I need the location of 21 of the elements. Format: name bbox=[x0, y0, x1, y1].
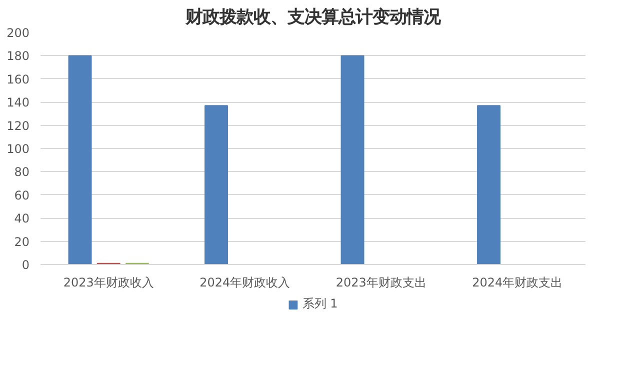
x-tick-label: 2023年财政收入 bbox=[63, 276, 154, 290]
bar bbox=[340, 55, 364, 264]
bar bbox=[68, 55, 92, 264]
y-tick-label: 80 bbox=[14, 165, 30, 180]
legend-label: 系列 1 bbox=[302, 296, 338, 312]
y-tick-label: 20 bbox=[14, 234, 30, 249]
y-tick-label: 160 bbox=[6, 72, 30, 86]
y-tick-label: 180 bbox=[6, 49, 30, 64]
y-tick-label: 200 bbox=[6, 26, 30, 40]
x-tick-label: 2023年财政支出 bbox=[336, 276, 426, 290]
x-tick-label: 2024年财政收入 bbox=[200, 276, 290, 290]
bar bbox=[204, 105, 228, 264]
y-tick-label: 0 bbox=[22, 258, 30, 272]
y-tick-label: 100 bbox=[6, 142, 30, 156]
bar bbox=[477, 105, 501, 264]
y-tick-label: 140 bbox=[6, 96, 30, 110]
y-tick-label: 40 bbox=[14, 212, 30, 226]
y-tick-label: 120 bbox=[6, 118, 30, 133]
chart-title: 财政拨款收、支决算总计变动情况 bbox=[184, 8, 442, 28]
x-tick-label: 2024年财政支出 bbox=[472, 276, 563, 290]
y-tick-label: 60 bbox=[14, 188, 30, 202]
